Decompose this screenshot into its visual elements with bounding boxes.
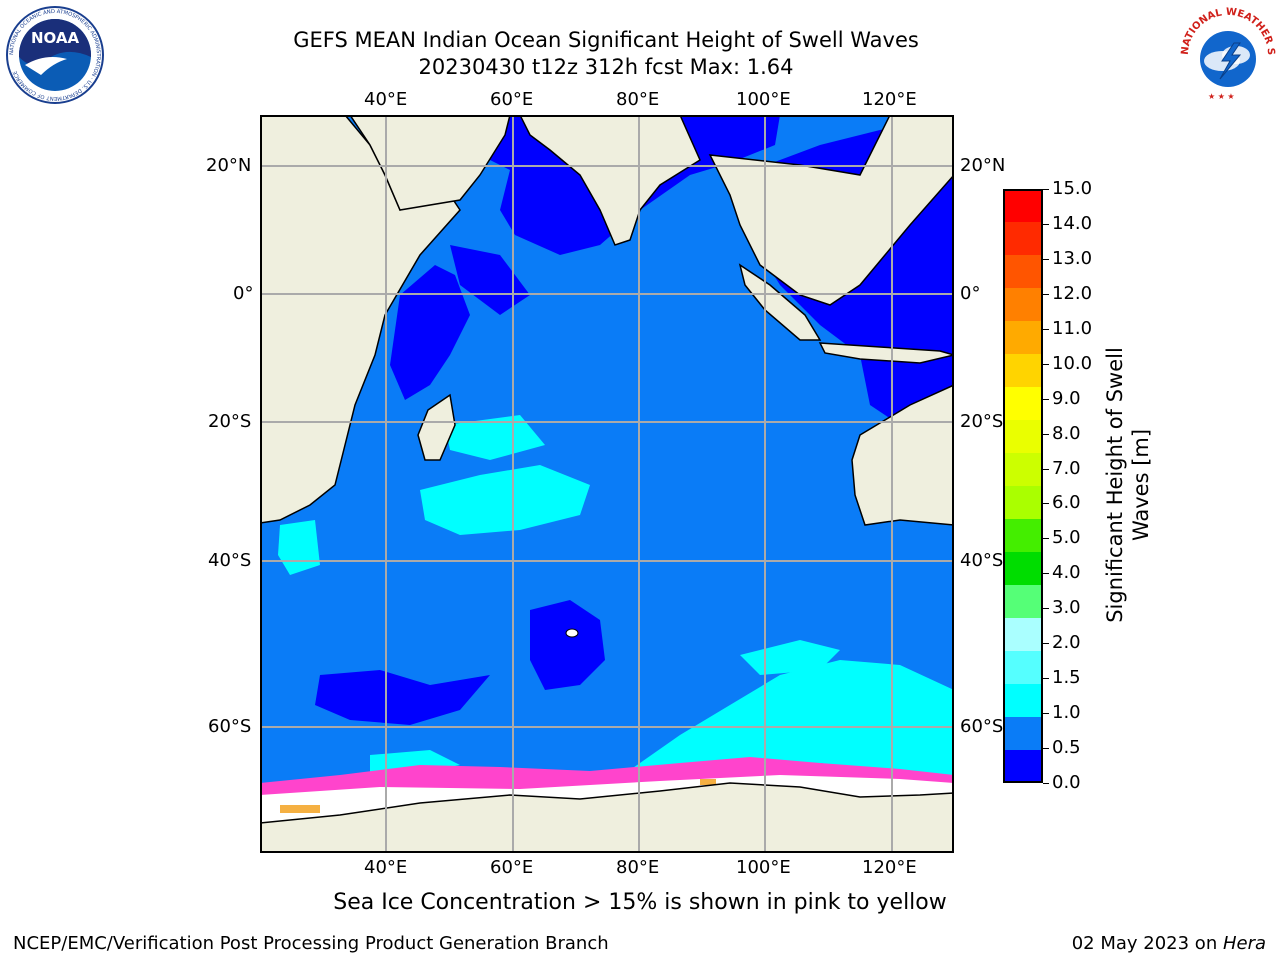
colorbar-tick-label: 12.0 [1052,282,1093,304]
land-madagascar [417,393,456,461]
colorbar-tick-label: 1.0 [1052,702,1081,724]
colorbar-label: Significant Height of Swell Waves [m] [1102,347,1154,623]
lat-label-right: 0° [960,283,981,304]
lon-label-top: 100°E [736,89,791,110]
colorbar-band [1003,552,1043,586]
lon-label-top: 120°E [862,89,917,110]
colorbar-tick-label: 8.0 [1052,422,1081,444]
colorbar-tick-label: 11.0 [1052,317,1093,339]
colorbar [1003,189,1043,783]
lat-label-left: 0° [233,283,254,304]
moderate-swell-regions [278,415,954,780]
chart-subtitle: 20230430 t12z 312h fcst Max: 1.64 [418,55,794,79]
footer-credit: NCEP/EMC/Verification Post Processing Pr… [13,933,609,954]
colorbar-tick-label: 1.5 [1052,667,1081,689]
colorbar-tick-label: 6.0 [1052,492,1081,514]
lon-label-bottom: 80°E [616,857,660,878]
kerguelen-island [565,628,579,638]
colorbar-band [1003,321,1043,355]
colorbar-tick-mark [1043,748,1049,750]
lon-label-top: 40°E [364,89,408,110]
noaa-logo-text: NOAA [31,29,80,47]
colorbar-tick-mark [1043,783,1049,784]
colorbar-tick-mark [1043,608,1049,610]
colorbar-tick-mark [1043,328,1049,330]
colorbar-tick-label: 14.0 [1052,212,1093,234]
lon-label-bottom: 100°E [736,857,791,878]
lat-label-right: 20°N [960,155,1006,176]
colorbar-tick-mark [1043,678,1049,680]
land-india [519,115,701,246]
colorbar-band [1003,486,1043,520]
colorbar-tick-mark [1043,189,1049,190]
land-sumatra [738,263,822,341]
colorbar-tick-mark [1043,223,1049,225]
colorbar-band [1003,189,1043,223]
colorbar-tick-label: 13.0 [1052,247,1093,269]
lat-label-right: 60°S [960,716,1004,737]
colorbar-tick-mark [1043,643,1049,645]
footer-date-text: 02 May 2023 on [1071,933,1223,954]
colorbar-tick-label: 9.0 [1052,387,1081,409]
colorbar-band [1003,585,1043,619]
colorbar-tick-label: 5.0 [1052,527,1081,549]
colorbar-band [1003,420,1043,454]
colorbar-tick-mark [1043,468,1049,470]
lat-label-left: 40°S [208,550,252,571]
lat-label-right: 20°S [960,411,1004,432]
colorbar-tick-mark [1043,398,1049,400]
lon-label-bottom: 60°E [490,857,534,878]
lat-label-left: 20°S [208,411,252,432]
svg-text:★ ★ ★: ★ ★ ★ [1208,92,1235,101]
lon-label-top: 80°E [616,89,660,110]
colorbar-label-line2: Waves [m] [1129,428,1153,542]
swell-height-map [260,115,954,853]
footer-date: 02 May 2023 on Hera [1072,933,1266,954]
lon-label-bottom: 40°E [364,857,408,878]
colorbar-label-line1: Significant Height of Swell [1103,347,1127,623]
colorbar-band [1003,519,1043,553]
colorbar-tick-mark [1043,538,1049,540]
sea-ice-caption: Sea Ice Concentration > 15% is shown in … [333,890,947,915]
colorbar-tick-label: 3.0 [1052,597,1081,619]
colorbar-band [1003,354,1043,388]
colorbar-band [1003,651,1043,685]
colorbar-band [1003,387,1043,421]
colorbar-band [1003,222,1043,256]
colorbar-tick-mark [1043,573,1049,575]
colorbar-tick-label: 15.0 [1052,178,1093,199]
colorbar-band [1003,255,1043,289]
colorbar-band [1003,684,1043,718]
colorbar-tick-label: 2.0 [1052,632,1081,654]
nws-logo: NATIONAL WEATHER SERVICE ★ ★ ★ [1178,5,1276,103]
lat-label-left: 20°N [206,155,252,176]
colorbar-tick-label: 10.0 [1052,352,1093,374]
colorbar-band [1003,288,1043,322]
colorbar-tick-label: 4.0 [1052,562,1081,584]
colorbar-band [1003,750,1043,783]
colorbar-tick-label: 0.5 [1052,737,1081,759]
lon-label-top: 60°E [490,89,534,110]
colorbar-tick-mark [1043,363,1049,365]
colorbar-band [1003,618,1043,652]
lat-label-right: 40°S [960,550,1004,571]
colorbar-tick-mark [1043,503,1049,505]
noaa-logo: NOAA NATIONAL OCEANIC AND ATMOSPHERIC AD… [6,6,104,104]
colorbar-band [1003,717,1043,751]
land-australia [851,384,954,526]
graticule [260,115,954,853]
colorbar-band [1003,453,1043,487]
chart-title: GEFS MEAN Indian Ocean Significant Heigh… [293,28,919,52]
colorbar-tick-mark [1043,713,1049,715]
lon-label-bottom: 120°E [862,857,917,878]
colorbar-tick-mark [1043,258,1049,260]
lat-label-left: 60°S [208,716,252,737]
colorbar-tick-mark [1043,293,1049,295]
land-arabia [349,115,511,211]
colorbar-tick-label: 0.0 [1052,772,1081,793]
colorbar-tick-mark [1043,433,1049,435]
land-java [818,342,954,364]
footer-host: Hera [1222,933,1266,954]
colorbar-tick-label: 7.0 [1052,457,1081,479]
